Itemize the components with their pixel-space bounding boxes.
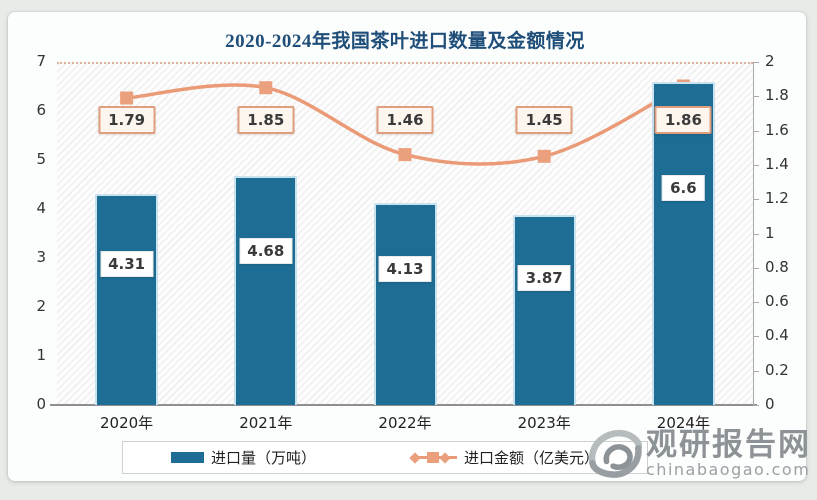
left-axis-tick: 3	[36, 248, 46, 266]
watermark: 观研报告网 chinabaogao.com	[586, 426, 811, 482]
legend-bar-label: 进口量（万吨）	[210, 449, 316, 467]
right-axis-tick: 1.4	[765, 154, 789, 173]
x-axis-label: 2022年	[378, 414, 432, 432]
bar-value-label: 6.6	[662, 175, 705, 202]
legend-item-imports: 进口量（万吨）	[170, 447, 316, 468]
bar-2023年	[512, 215, 576, 405]
bar-2021年	[234, 175, 298, 405]
watermark-eye-logo	[588, 429, 642, 478]
right-axis-tick-mark	[753, 130, 759, 132]
bar-2020年	[95, 193, 159, 405]
line-value-label: 1.79	[98, 106, 156, 134]
right-axis-tick-mark	[753, 336, 759, 338]
line-value-label: 1.86	[654, 106, 712, 134]
left-axis-tick: 0	[36, 395, 46, 413]
right-axis-tick-mark	[753, 233, 759, 235]
left-axis-tick: 2	[36, 297, 46, 315]
x-axis-line	[50, 404, 757, 406]
x-axis-label: 2020年	[100, 414, 154, 432]
bar-value-label: 4.31	[100, 250, 154, 277]
right-axis-tick: 0.4	[765, 326, 789, 345]
right-axis-tick: 1.2	[765, 189, 789, 208]
left-axis-tick: 6	[36, 101, 46, 119]
line-value-label: 1.85	[237, 106, 295, 134]
right-axis-tick: 1	[765, 223, 775, 242]
right-axis-tick: 2	[765, 52, 775, 70]
line-value-label: 1.46	[376, 106, 434, 134]
x-axis-label: 2021年	[239, 414, 293, 432]
watermark-text: 观研报告网 chinabaogao.com	[646, 429, 811, 479]
legend-line-label: 进口金额（亿美元）	[464, 449, 600, 467]
right-axis-tick-mark	[753, 164, 759, 166]
watermark-domain: chinabaogao.com	[646, 460, 811, 480]
x-axis-label: 2023年	[517, 414, 571, 432]
left-axis-tick: 1	[36, 346, 46, 364]
x-axis-label: 2024年	[656, 414, 710, 432]
watermark-brand: 观研报告网	[646, 426, 811, 463]
right-axis-tick-mark	[753, 370, 759, 372]
right-axis-tick-mark	[753, 199, 759, 201]
legend: 进口量（万吨） 进口金额（亿美元）	[122, 441, 648, 474]
right-axis-tick-mark	[753, 62, 759, 63]
right-axis-tick: 1.8	[765, 86, 789, 105]
bar-value-label: 4.13	[378, 256, 432, 283]
bar-2022年	[373, 202, 437, 405]
bar-value-label: 4.68	[239, 238, 293, 265]
right-axis-tick-mark	[753, 267, 759, 269]
right-axis-tick: 0	[765, 395, 775, 413]
bar-2024年	[651, 81, 715, 405]
legend-item-import-value: 进口金额（亿美元）	[409, 447, 600, 468]
chart-title: 2020-2024年我国茶叶进口数量及金额情况	[225, 31, 585, 52]
left-axis-tick: 7	[36, 52, 46, 70]
legend-line-swatch-icon	[409, 451, 457, 464]
right-axis-tick-mark	[753, 302, 759, 304]
line-value-label: 1.45	[515, 106, 573, 134]
right-axis-tick: 0.2	[765, 360, 789, 379]
legend-bar-swatch-icon	[170, 452, 204, 463]
right-axis-tick: 0.8	[765, 257, 789, 276]
left-axis-tick: 5	[36, 150, 46, 168]
right-axis-tick-mark	[753, 96, 759, 98]
right-axis-tick: 1.6	[765, 120, 789, 139]
right-axis-tick-mark	[753, 405, 759, 406]
right-axis-tick: 0.6	[765, 292, 789, 311]
left-axis-tick: 4	[36, 199, 46, 217]
bar-value-label: 3.87	[517, 264, 571, 291]
